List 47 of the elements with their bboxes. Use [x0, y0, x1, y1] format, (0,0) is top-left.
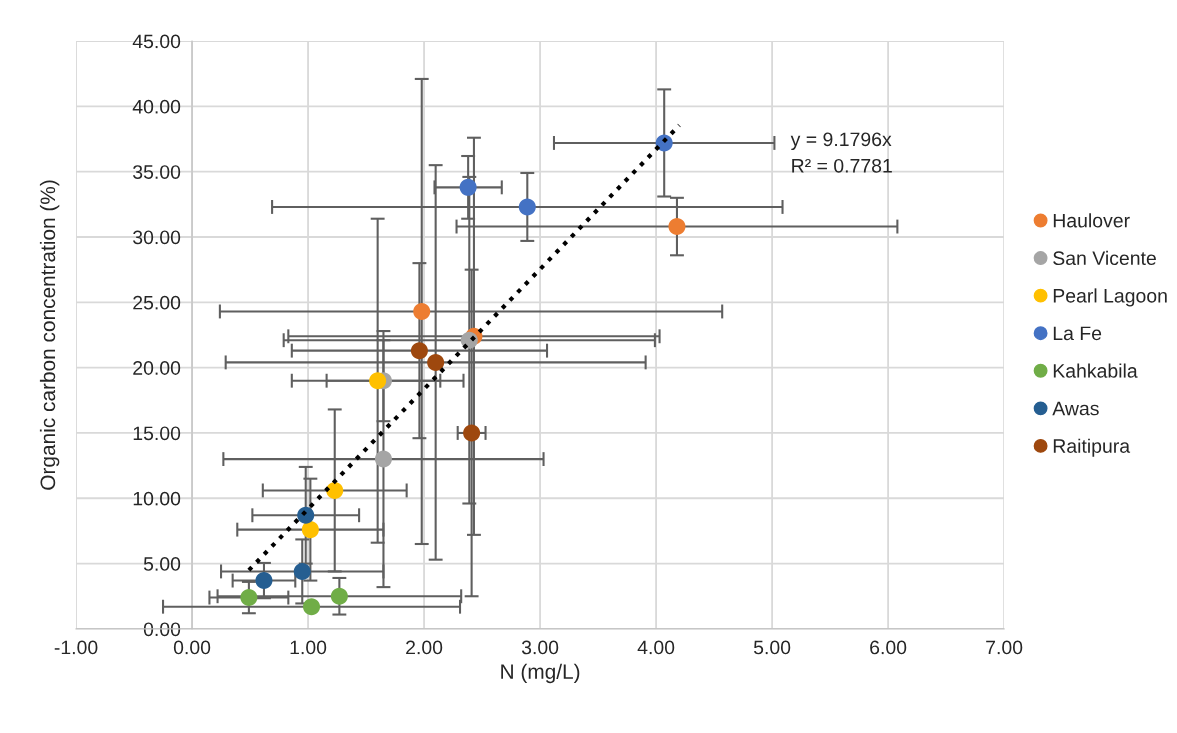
legend-label: Haulover — [1053, 213, 1130, 228]
x-tick-label: 1.00 — [290, 640, 327, 655]
y-tick-label: 35.00 — [133, 165, 181, 179]
x-tick-label: 0.00 — [173, 640, 211, 655]
y-tick-label: 45.00 — [132, 34, 181, 49]
y-tick-label: 15.00 — [133, 426, 181, 441]
legend-label: Raitipura — [1053, 438, 1131, 457]
y-tick-label: 30.00 — [133, 230, 181, 245]
x-tick-label: 5.00 — [753, 640, 791, 655]
y-tick-label: 25.00 — [133, 295, 181, 310]
point — [463, 424, 481, 442]
y-tick-label: 10.00 — [133, 491, 181, 506]
point — [369, 372, 387, 390]
point — [459, 178, 477, 196]
legend-label: Awas — [1052, 401, 1099, 416]
x-tick-label: 2.00 — [406, 640, 443, 655]
legend-label: La Fe — [1053, 326, 1102, 341]
point — [293, 562, 311, 580]
x-tick-label: 4.00 — [637, 640, 675, 655]
point — [330, 587, 348, 605]
y-tick-label: 20.00 — [133, 361, 181, 375]
y-tick-label: 0.00 — [143, 622, 181, 637]
point — [518, 198, 536, 216]
x-tick-label: 6.00 — [870, 640, 907, 655]
legend-label: Pearl Lagoon — [1053, 288, 1167, 307]
annotation: y = 9.1796x — [790, 132, 892, 151]
point — [427, 353, 445, 371]
point — [301, 521, 319, 539]
y-tick-label: 40.00 — [132, 99, 181, 114]
point — [374, 450, 392, 468]
y-axis-title: Organic carbon concentration (%) — [39, 180, 60, 490]
point — [255, 572, 273, 590]
point — [297, 506, 315, 524]
point — [410, 342, 428, 360]
x-tick-label: 7.00 — [986, 640, 1023, 655]
point — [413, 302, 431, 320]
x-tick-label: 3.00 — [521, 640, 559, 655]
point — [326, 481, 344, 499]
x-axis-title: N (mg/L) — [501, 663, 580, 684]
point — [303, 598, 321, 616]
x-tick-label: -1.00 — [54, 640, 98, 655]
legend-label: Kahkabila — [1053, 363, 1138, 378]
point — [240, 589, 258, 607]
y-tick-label: 5.00 — [143, 557, 181, 571]
legend-label: San Vicente — [1053, 250, 1156, 266]
annotation: R² = 0.7781 — [792, 158, 892, 173]
point — [668, 218, 686, 236]
